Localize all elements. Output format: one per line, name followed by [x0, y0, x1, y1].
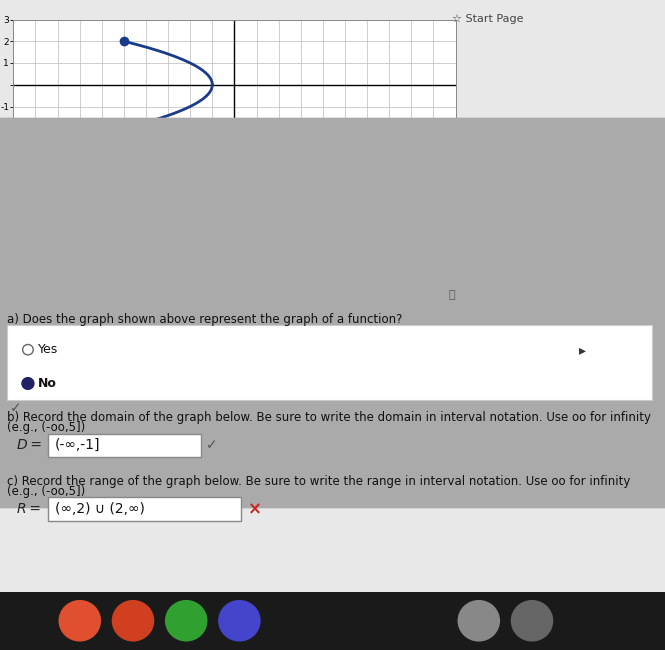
Text: (e.g., (-oo,5]): (e.g., (-oo,5]) — [7, 485, 85, 498]
Text: (-∞,-1]: (-∞,-1] — [55, 438, 100, 452]
Text: R =: R = — [17, 502, 41, 516]
Text: c) Record the range of the graph below. Be sure to write the range in interval n: c) Record the range of the graph below. … — [7, 474, 630, 488]
Text: ☆ Start Page: ☆ Start Page — [452, 14, 524, 24]
Text: ✓: ✓ — [206, 438, 217, 452]
Text: 🔍: 🔍 — [449, 291, 456, 300]
Text: (e.g., (-oo,5]): (e.g., (-oo,5]) — [7, 421, 85, 434]
Text: b) Record the domain of the graph below. Be sure to write the domain in interval: b) Record the domain of the graph below.… — [7, 411, 650, 424]
Text: (∞,2) ∪ (2,∞): (∞,2) ∪ (2,∞) — [55, 502, 144, 516]
Text: ✓: ✓ — [10, 401, 21, 415]
Text: ×: × — [248, 500, 262, 518]
Text: ▸: ▸ — [579, 343, 586, 357]
Text: No: No — [38, 377, 57, 390]
Text: a) Does the graph shown above represent the graph of a function?: a) Does the graph shown above represent … — [7, 313, 402, 326]
Text: Yes: Yes — [38, 343, 58, 356]
Text: D =: D = — [17, 438, 42, 452]
